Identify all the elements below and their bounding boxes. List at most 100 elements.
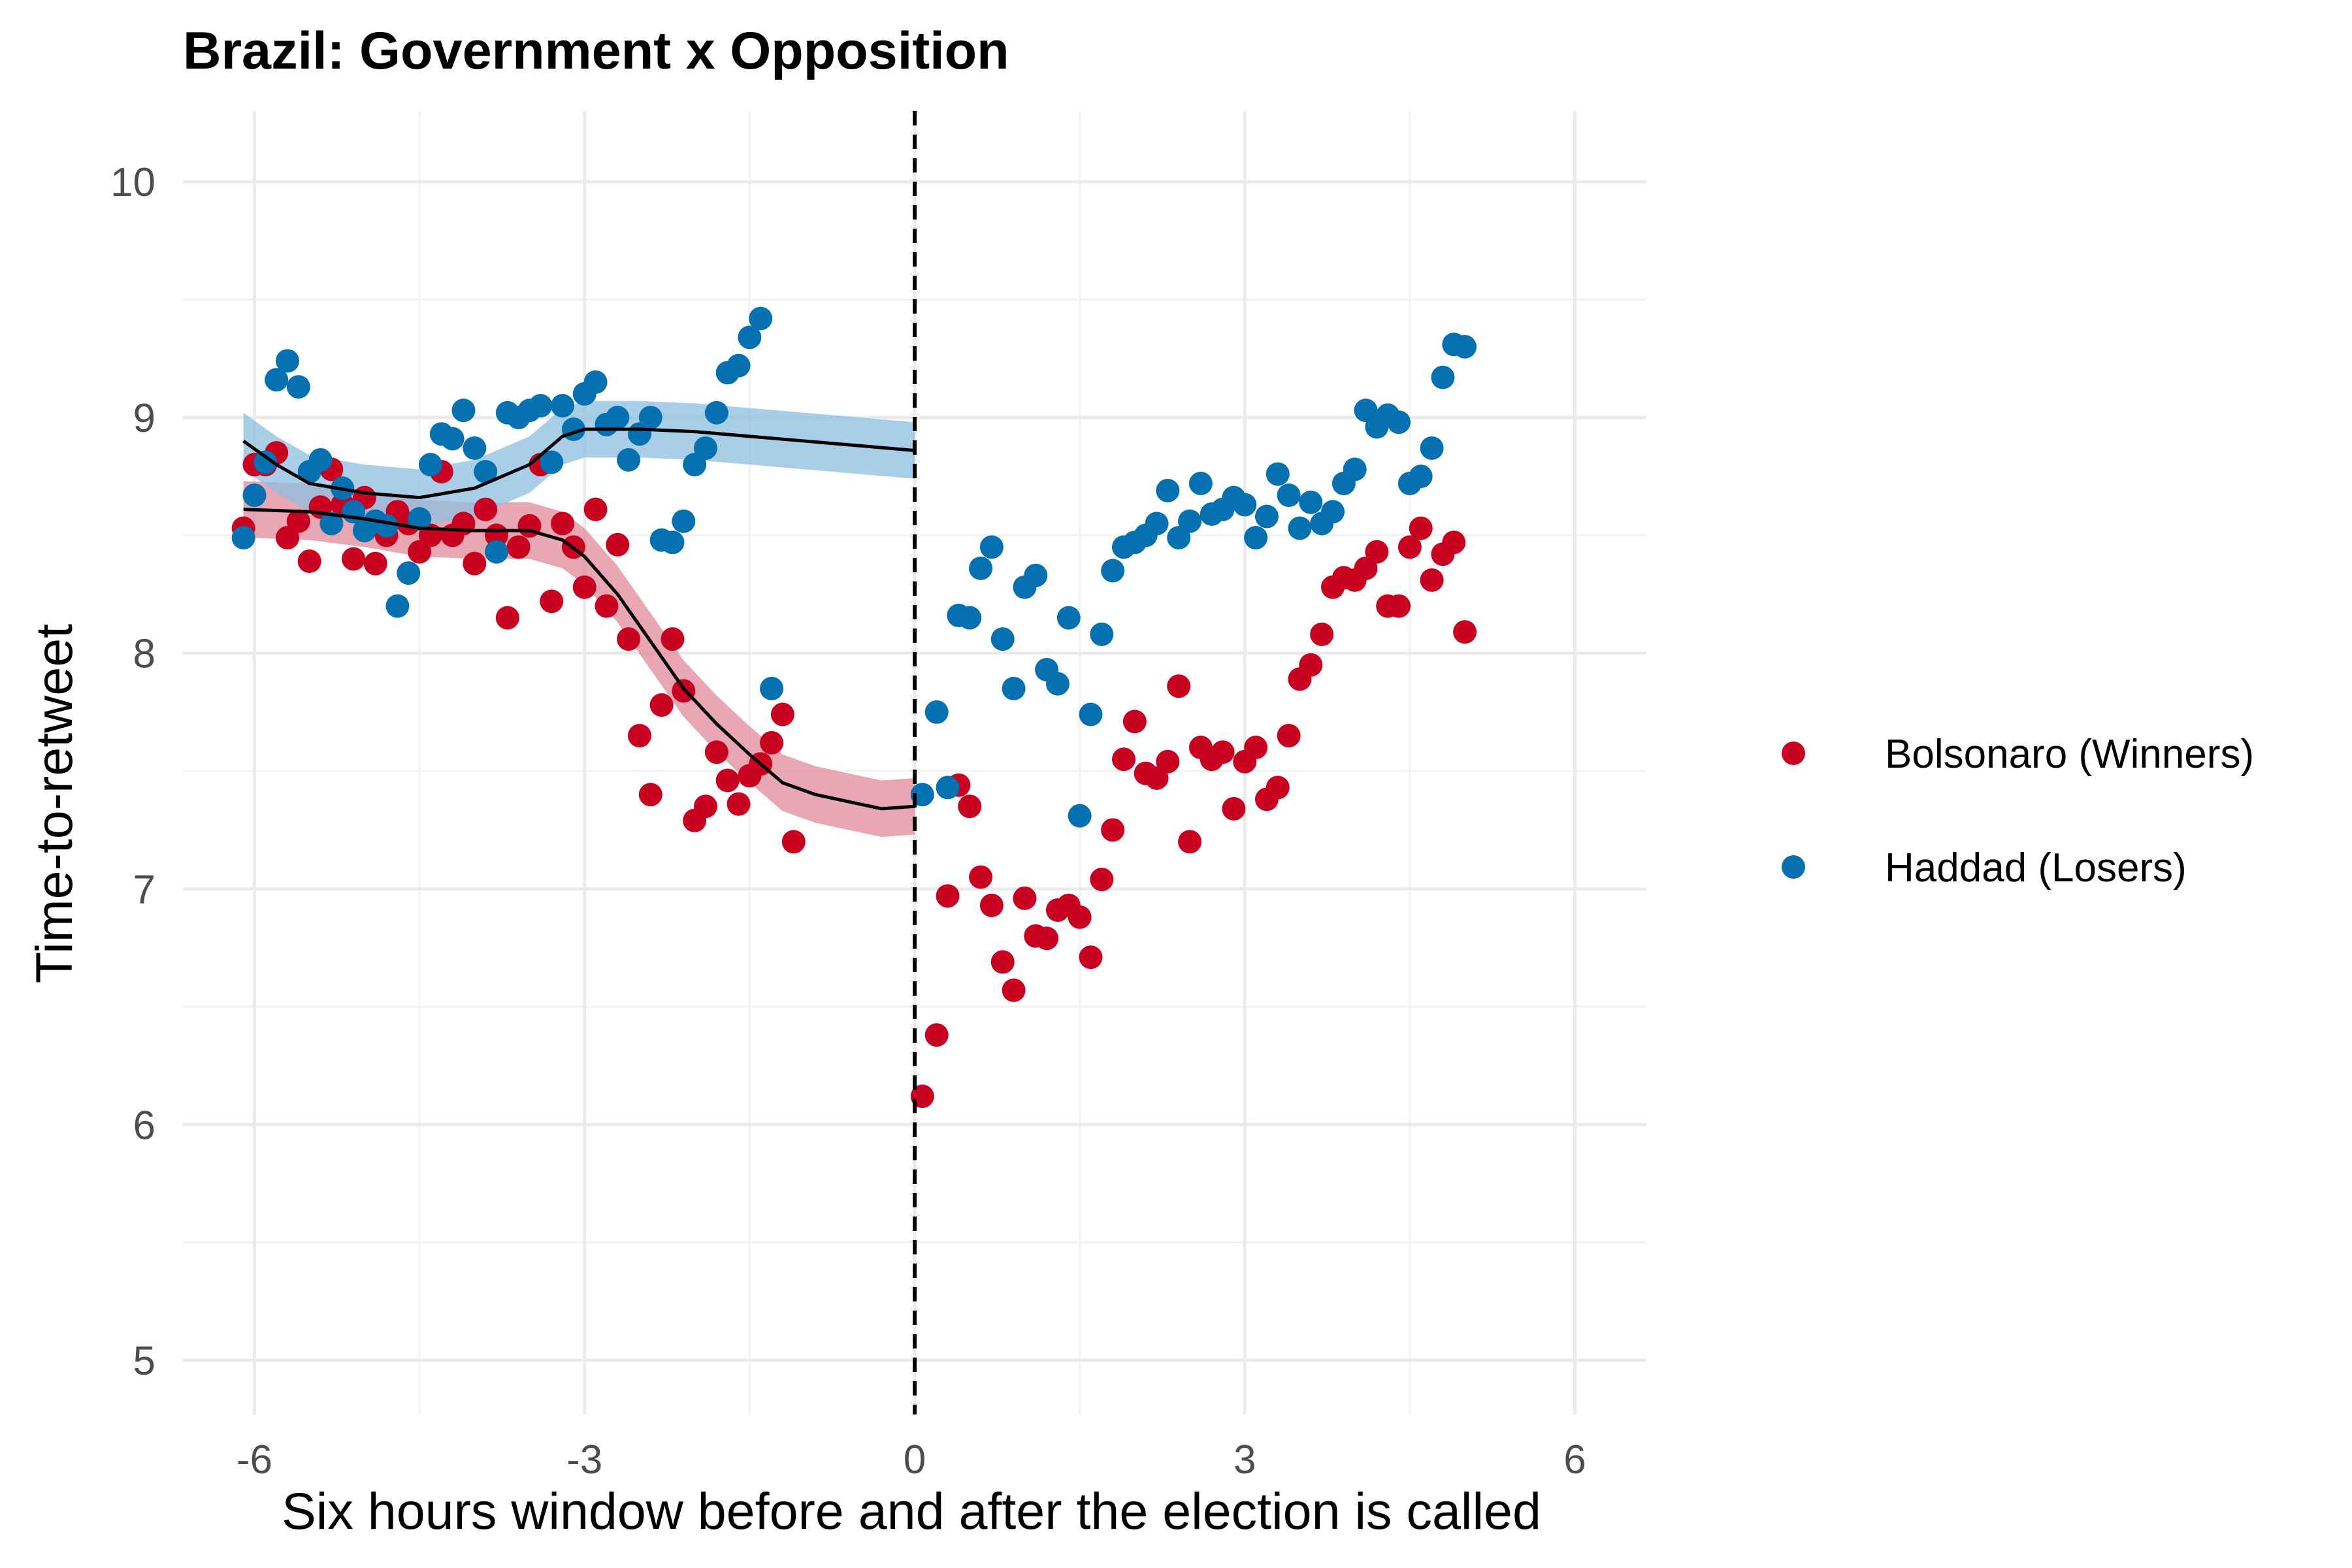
data-point-1 [1420,436,1444,460]
data-point-0 [727,792,751,816]
data-point-0 [760,730,784,755]
data-point-0 [1365,540,1389,564]
data-point-0 [969,865,993,889]
data-point-1 [1431,365,1455,389]
data-point-1 [231,525,255,549]
data-point-1 [1453,335,1477,359]
data-point-0 [694,794,717,819]
data-point-1 [1045,672,1070,696]
smooth-lines [242,427,915,811]
data-point-1 [638,405,662,429]
data-point-1 [1409,465,1433,489]
data-point-0 [1409,516,1433,540]
data-point-0 [1068,905,1092,929]
data-point-0 [627,724,651,748]
data-point-0 [1156,749,1180,774]
data-point-1 [958,606,982,630]
data-point-0 [661,627,685,651]
data-point-0 [506,535,531,559]
data-point-0 [1222,796,1246,821]
x-tick-label: 3 [1233,1437,1256,1482]
x-axis-ticks: -6 -3 0 3 6 [237,1437,1586,1482]
data-point-0 [1211,740,1235,764]
data-point-0 [1122,710,1147,734]
data-point-0 [595,594,619,618]
data-point-0 [1354,556,1378,580]
data-point-0 [1079,945,1103,970]
smooth-line-1 [242,427,915,500]
data-point-1 [1079,702,1103,727]
data-point-1 [672,509,696,533]
data-point-1 [474,459,498,483]
data-point-1 [1266,462,1290,486]
data-point-0 [617,627,641,651]
data-point-1 [397,561,421,585]
data-point-1 [704,400,728,425]
chart-title: Brazil: Government x Opposition [183,22,1009,80]
data-point-1 [1387,410,1411,434]
y-tick-label: 10 [110,160,155,205]
data-point-0 [1420,568,1444,592]
x-tick-label: -3 [566,1437,602,1482]
data-point-0 [606,532,630,557]
confidence-bands [243,400,915,838]
x-tick-label: 0 [904,1437,926,1482]
data-point-1 [551,393,575,417]
data-point-1 [583,370,608,394]
data-point-1 [308,448,333,472]
data-point-1 [1024,563,1048,587]
data-point-0 [551,512,575,536]
data-point-0 [979,893,1004,917]
data-point-1 [760,676,784,700]
data-point-0 [781,830,806,854]
data-point-0 [408,540,432,564]
y-tick-label: 5 [133,1339,155,1384]
data-point-1 [1244,525,1268,549]
data-point-0 [1310,622,1334,646]
data-point-1 [451,399,476,423]
confidence-band-0 [243,481,915,838]
y-axis-title: Time-to-retweet [25,624,83,983]
data-point-1 [485,540,508,564]
data-point-0 [770,702,794,727]
legend-marker-bolsonaro [1782,742,1805,765]
data-point-0 [1299,653,1323,677]
data-point-1 [1101,559,1125,583]
y-tick-label: 8 [133,632,155,677]
data-point-0 [495,606,519,630]
data-point-0 [474,497,498,521]
data-point-1 [319,512,344,536]
legend-label-bolsonaro: Bolsonaro (Winners) [1885,732,2254,777]
data-point-1 [1068,804,1092,828]
data-point-1 [738,325,762,350]
data-point-0 [1387,594,1411,618]
data-point-1 [286,375,310,399]
data-point-1 [540,450,564,474]
data-point-1 [529,393,553,417]
data-point-0 [1002,978,1026,1002]
data-point-1 [276,349,299,373]
data-point-1 [463,436,487,460]
legend-label-haddad: Haddad (Losers) [1885,845,2187,890]
data-point-1 [1188,472,1213,495]
data-point-0 [572,575,596,599]
data-point-1 [1178,509,1202,533]
data-point-0 [1397,535,1422,559]
data-point-1 [1277,483,1301,508]
data-point-1 [749,306,773,331]
data-point-0 [649,693,674,717]
data-point-1 [1343,457,1367,482]
y-axis-ticks: 5 6 7 8 9 10 [110,160,155,1384]
data-point-0 [1244,736,1268,760]
data-point-0 [958,794,982,819]
data-point-1 [661,531,685,555]
data-point-1 [1056,606,1081,630]
legend-marker-haddad [1782,855,1805,879]
data-point-1 [253,450,278,474]
y-tick-label: 6 [133,1103,155,1148]
data-point-1 [242,483,267,508]
data-point-0 [297,549,321,574]
data-point-0 [363,551,387,576]
data-point-0 [1035,926,1059,951]
